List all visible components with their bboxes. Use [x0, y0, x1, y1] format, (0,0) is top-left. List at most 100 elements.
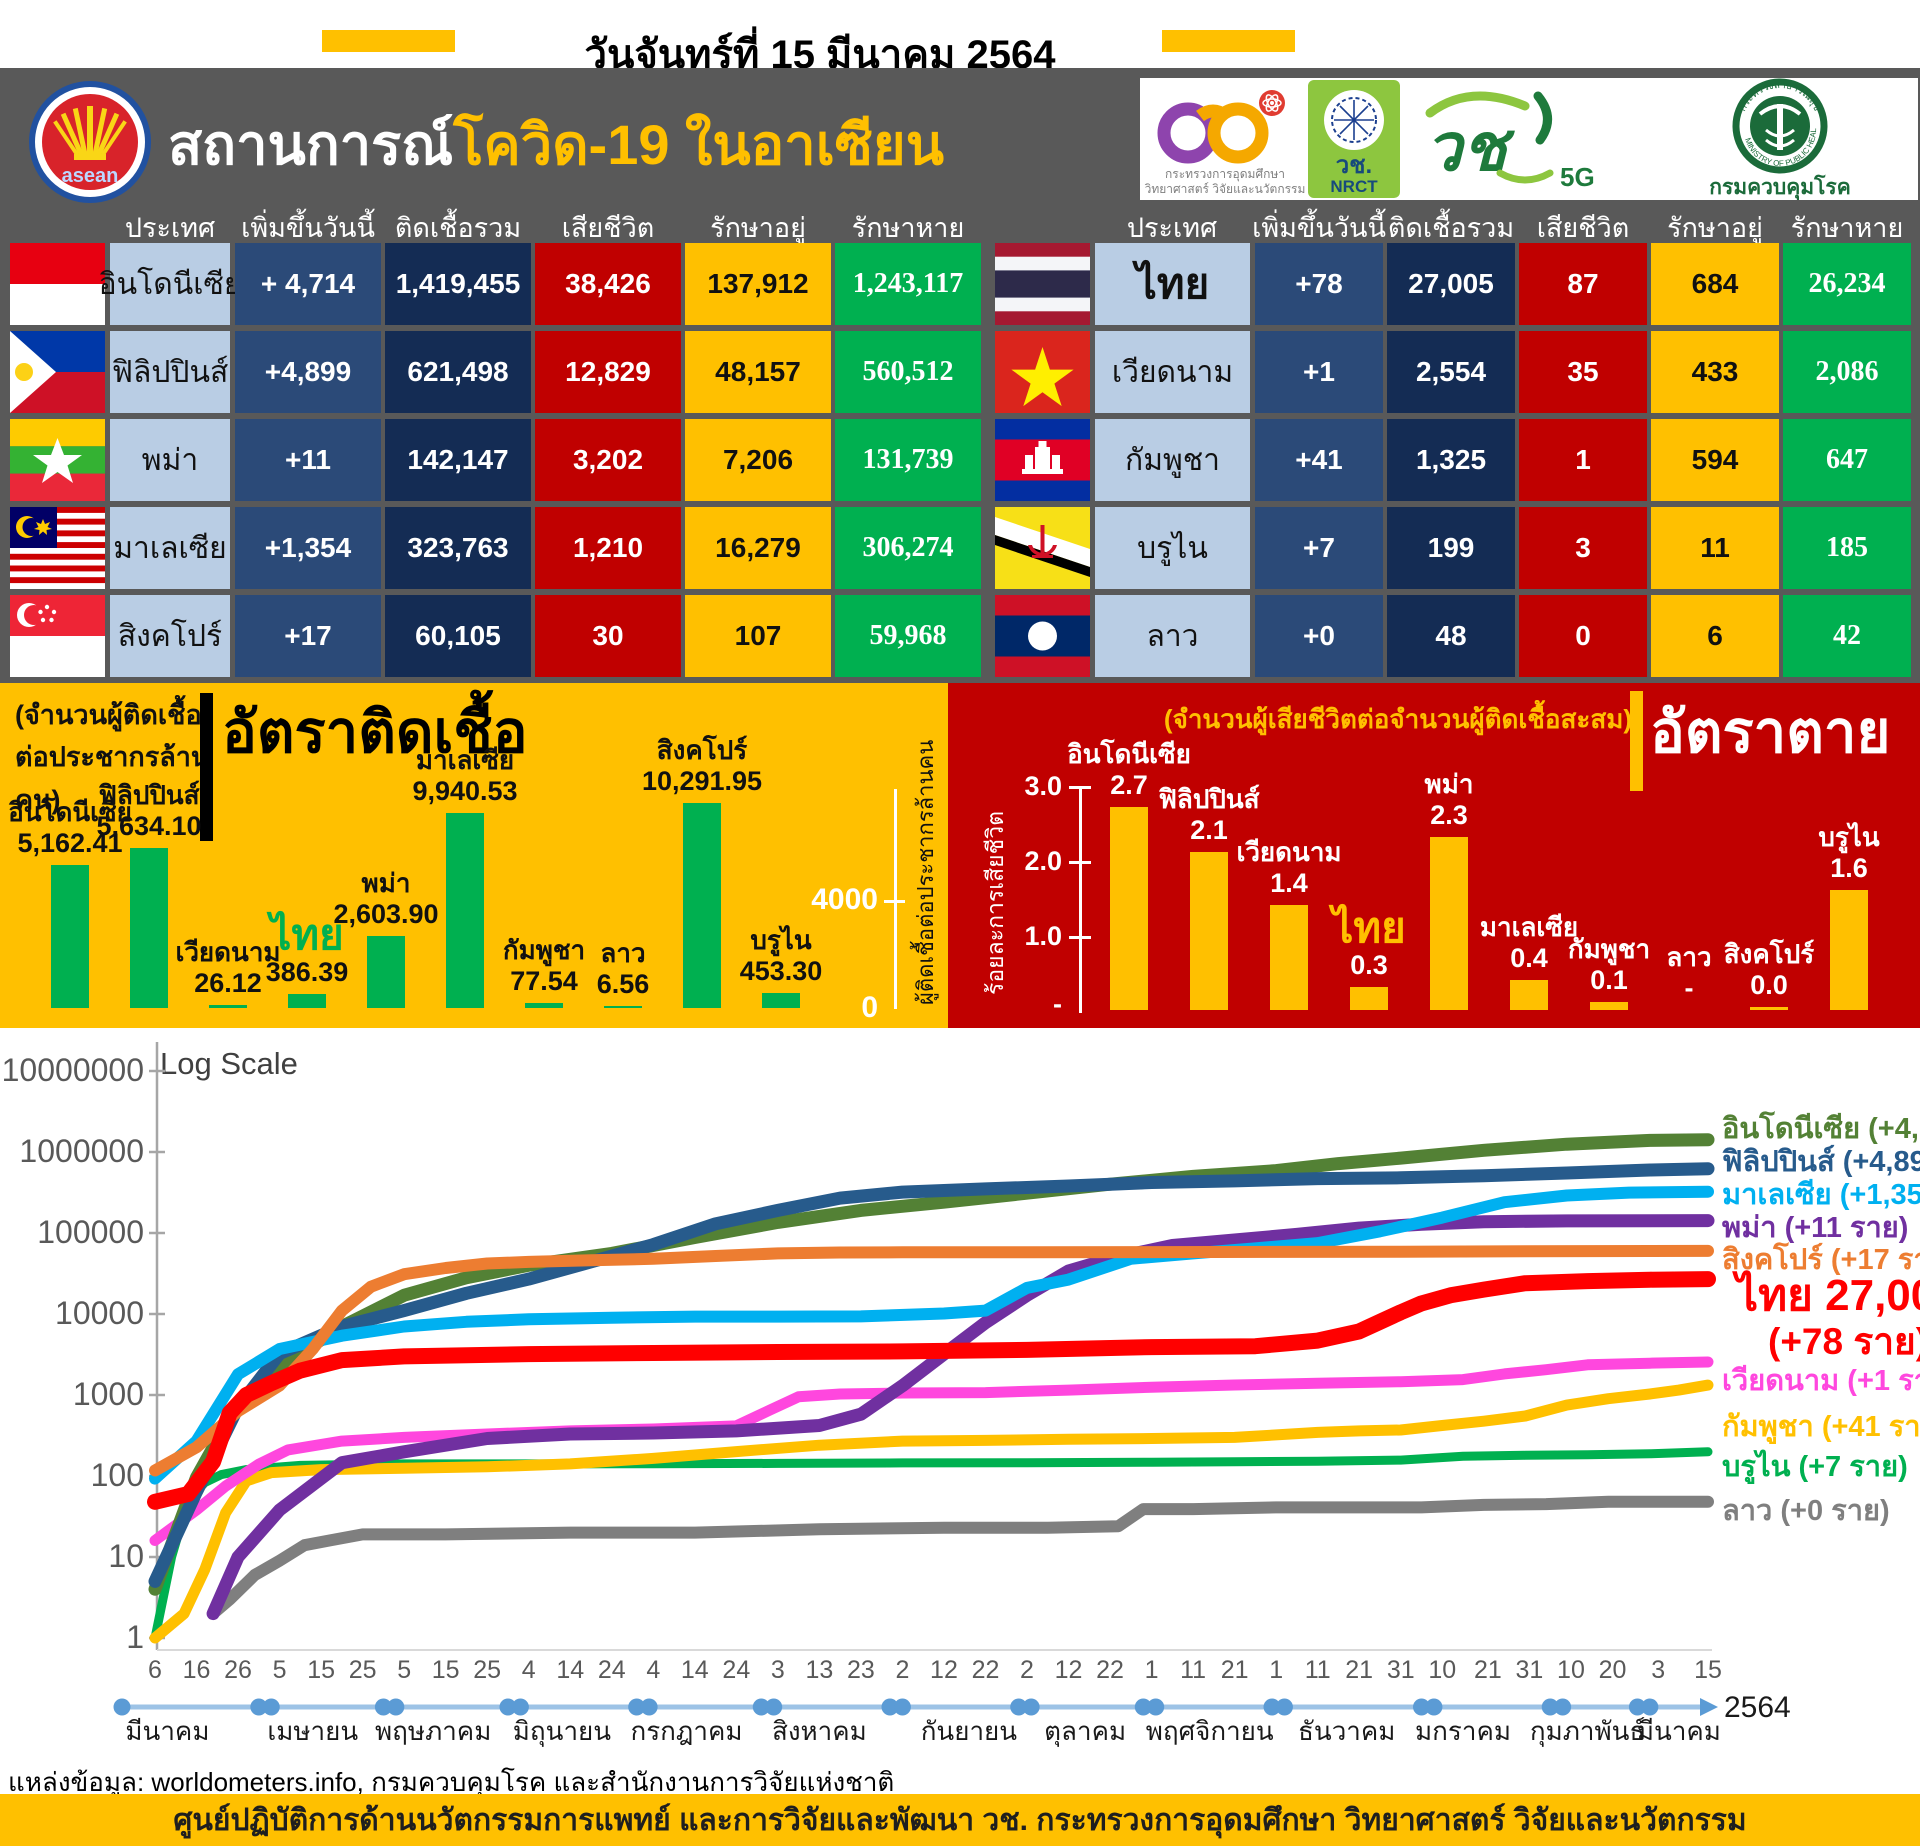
flag-myanmar-icon: [10, 419, 105, 501]
chart-bar: [762, 993, 800, 1008]
chart-bar: [525, 1003, 563, 1008]
legend-label-6: เวียดนาม (+1 ราย): [1722, 1365, 1920, 1397]
x-axis-tick: 21: [1474, 1656, 1502, 1684]
bar-label-name: พม่า: [1424, 769, 1474, 800]
new-today-cell: +41: [1255, 419, 1383, 501]
active-cell: 433: [1651, 331, 1779, 413]
x-axis-tick: 14: [681, 1656, 709, 1684]
recovered-cell: 131,739: [835, 419, 981, 501]
asean-logo: asean: [28, 80, 152, 204]
new-today-cell: +1,354: [235, 507, 381, 589]
flag-thailand-icon: [995, 243, 1090, 325]
timeline-dot: [1263, 1698, 1281, 1716]
x-axis-tick: 24: [598, 1656, 626, 1684]
new-today-cell: +1: [1255, 331, 1383, 413]
decor-bar-right: [1162, 30, 1295, 52]
bar-label-value: 5,634.10: [96, 810, 202, 841]
timeline-dot: [765, 1698, 783, 1716]
bar-label: พม่า 2.3: [1424, 769, 1474, 831]
chart-bar: [51, 865, 89, 1008]
bar-label-value: 2.3: [1430, 799, 1468, 830]
series-line-7: [149, 1379, 1714, 1644]
death-rate-chart: (จำนวนผู้เสียชีวิตต่อจำนวนผู้ติดเชื้อสะส…: [948, 683, 1920, 1028]
country-cell: พม่า: [110, 419, 230, 501]
deaths-cell: 1,210: [535, 507, 681, 589]
decor-bar-left: [322, 30, 455, 52]
timeline-dot: [1628, 1698, 1646, 1716]
chart-bar: [1190, 852, 1228, 1010]
new-today-cell: +7: [1255, 507, 1383, 589]
bar-label: ไทย 386.39: [265, 912, 349, 988]
bar-label-name: อินโดนีเซีย: [1067, 739, 1191, 770]
timeline-dot: [1641, 1698, 1659, 1716]
chart-bar: [1270, 905, 1308, 1010]
deaths-cell: 38,426: [535, 243, 681, 325]
total-cell: 60,105: [385, 595, 531, 677]
bar-label-value: 5,162.41: [17, 827, 123, 858]
source-line: แหล่งข้อมูล: worldometers.info, กรมควบคุ…: [8, 1767, 895, 1797]
month-label: กุมภาพันธ์: [1530, 1716, 1645, 1747]
x-axis-tick: 15: [1694, 1656, 1722, 1684]
asean-logo-text: asean: [62, 165, 119, 187]
death-rate-subtitle: (จำนวนผู้เสียชีวิตต่อจำนวนผู้ติดเชื้อสะส…: [1163, 704, 1633, 734]
nrct-logo-icon: วช. NRCT: [1308, 80, 1400, 198]
country-cell: ลาว: [1095, 595, 1250, 677]
legend-label-0: อินโดนีเซีย (+4,714 ราย): [1722, 1110, 1920, 1145]
x-axis-tick: 2: [1020, 1656, 1034, 1684]
bar-label-value: -: [1684, 972, 1694, 1003]
footer-text: ศูนย์ปฏิบัติการด้านนวัตกรรมการแพทย์ และก…: [173, 1803, 1747, 1837]
footer-bar: ศูนย์ปฏิบัติการด้านนวัตกรรมการแพทย์ และก…: [0, 1794, 1920, 1846]
month-label: เมษายน: [267, 1716, 358, 1746]
country-cell: เวียดนาม: [1095, 331, 1250, 413]
legend-label-3: พม่า (+11 ราย): [1722, 1212, 1908, 1244]
x-axis-tick: 26: [224, 1656, 252, 1684]
series-line-8: [150, 1447, 1713, 1643]
timeline-dot: [881, 1698, 899, 1716]
x-axis-tick: 11: [1180, 1656, 1206, 1684]
month-label: กรกฎาคม: [630, 1716, 742, 1746]
vch-5g-logo-icon: วช 5G: [1425, 91, 1595, 192]
deaths-cell: 12,829: [535, 331, 681, 413]
infection-rate-subtitle-1: (จำนวนผู้ติดเชื้อ: [15, 700, 202, 730]
bar-label-value: 0.1: [1590, 964, 1628, 995]
deaths-cell: 1: [1519, 419, 1647, 501]
timeline-dot: [511, 1698, 529, 1716]
bar-label: กัมพูชา 0.1: [1568, 934, 1650, 996]
chart-bar: [1430, 837, 1468, 1010]
mhesi-caption-2: วิทยาศาสตร์ วิจัยและนวัตกรรม: [1144, 182, 1305, 196]
flag-philippines-icon: [10, 331, 105, 413]
month-label: พฤษภาคม: [375, 1716, 491, 1746]
chart-bar: [367, 936, 405, 1008]
bar-label: มาเลเซีย 0.4: [1480, 912, 1578, 974]
y-axis-tick: [884, 900, 905, 903]
chart-bar: [1750, 1007, 1788, 1010]
series-line-4: [149, 1244, 1714, 1477]
y-tick-4000: 4000: [811, 883, 878, 916]
bar-label-name: ลาว: [600, 938, 646, 969]
log-scale-chart: 1 10 100 1000 10000 100000 1000000 10000000 6 16 2…: [2, 1042, 1920, 1747]
new-today-cell: +11: [235, 419, 381, 501]
x-axis-tick: 22: [972, 1656, 1000, 1684]
bar-label-value: 386.39: [265, 956, 349, 987]
x-axis-tick: 12: [930, 1656, 958, 1684]
bar-label-name: ลาว: [1666, 942, 1712, 973]
month-label: มีนาคม: [125, 1716, 209, 1746]
timeline-dot: [262, 1698, 280, 1716]
bar-label: กัมพูชา 77.54: [503, 935, 585, 997]
total-cell: 27,005: [1387, 243, 1515, 325]
timeline-dot: [1010, 1698, 1028, 1716]
table-header-cell: ติดเชื้อรวม: [394, 213, 522, 243]
page-title-highlight: โควิด-19 ในอาเซียน: [453, 113, 944, 176]
legend-label-5: (+78 ราย): [1768, 1321, 1920, 1362]
x-axis-tick: 21: [1221, 1656, 1249, 1684]
total-cell: 199: [1387, 507, 1515, 589]
deaths-cell: 3,202: [535, 419, 681, 501]
deaths-cell: 0: [1519, 595, 1647, 677]
y-tick-1: 1.0: [1024, 921, 1062, 951]
recovered-cell: 647: [1783, 419, 1911, 501]
infection-rate-title: อัตราติดเชื้อ: [222, 700, 528, 765]
table-header-cell: รักษาหาย: [1790, 213, 1904, 243]
bar-label: ไทย 0.3: [1332, 905, 1405, 981]
bar-label-value: 2.7: [1110, 769, 1148, 800]
